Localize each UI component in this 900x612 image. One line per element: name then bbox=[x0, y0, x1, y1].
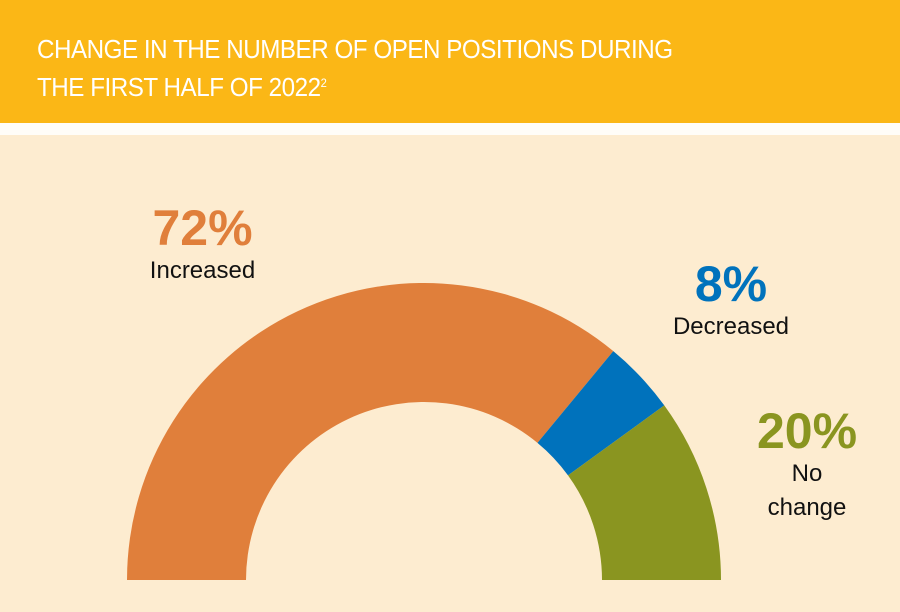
divider-strip bbox=[0, 123, 900, 135]
value-label-no-change: 20% bbox=[756, 403, 858, 459]
category-label-no-change-line2: change bbox=[767, 494, 847, 521]
slice-no-change bbox=[568, 405, 721, 580]
label-decreased: 8% Decreased bbox=[665, 258, 797, 344]
category-label-increased: Increased bbox=[149, 257, 256, 284]
value-label-decreased: 8% bbox=[694, 256, 768, 312]
label-no-change: 20% No change bbox=[745, 405, 869, 525]
title-line-1: CHANGE IN THE NUMBER OF OPEN POSITIONS D… bbox=[37, 34, 673, 64]
title-line-2-text: THE FIRST HALF OF 2022 bbox=[37, 72, 321, 102]
category-label-no-change-line1: No bbox=[791, 460, 823, 487]
category-label-decreased: Decreased bbox=[672, 313, 790, 340]
footnote-marker: 2 bbox=[320, 76, 327, 90]
label-increased: 72% Increased bbox=[140, 202, 265, 288]
header-banner: CHANGE IN THE NUMBER OF OPEN POSITIONS D… bbox=[0, 0, 900, 123]
value-label-increased: 72% bbox=[152, 200, 253, 256]
chart-title: CHANGE IN THE NUMBER OF OPEN POSITIONS D… bbox=[37, 30, 673, 106]
title-line-2: THE FIRST HALF OF 20222 bbox=[37, 68, 673, 106]
slice-increased bbox=[127, 282, 614, 580]
slice-decreased bbox=[537, 351, 665, 476]
